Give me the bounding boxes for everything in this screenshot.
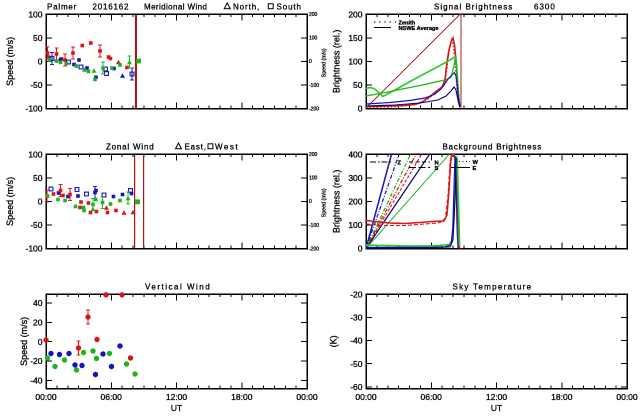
svg-text:UT: UT <box>171 403 182 413</box>
svg-text:Brightness (rel.): Brightness (rel.) <box>332 30 342 94</box>
svg-text:0: 0 <box>38 196 43 206</box>
svg-text:12:00: 12:00 <box>486 392 508 402</box>
svg-text:Background Brightness: Background Brightness <box>443 143 543 152</box>
svg-text:12:00: 12:00 <box>166 392 188 402</box>
svg-text:100: 100 <box>309 36 318 42</box>
svg-text:100: 100 <box>348 220 362 230</box>
svg-text:Z: Z <box>398 161 402 167</box>
svg-text:Zenith: Zenith <box>399 20 416 26</box>
svg-text:Sky Temperature: Sky Temperature <box>453 283 533 292</box>
svg-text:Vertical Wind: Vertical Wind <box>145 283 211 292</box>
svg-text:100: 100 <box>28 9 42 19</box>
svg-text:Meridional Wind: Meridional Wind <box>144 3 207 12</box>
svg-text:-50: -50 <box>30 220 43 230</box>
svg-text:-200: -200 <box>309 246 319 252</box>
svg-text:-30: -30 <box>350 313 363 323</box>
svg-text:00:00: 00:00 <box>355 392 377 402</box>
svg-text:200: 200 <box>348 196 362 206</box>
svg-text:N: N <box>435 161 439 167</box>
svg-text:200: 200 <box>348 9 362 19</box>
svg-text:-20: -20 <box>30 356 43 366</box>
svg-text:200: 200 <box>309 12 318 18</box>
svg-text:06:00: 06:00 <box>421 392 443 402</box>
svg-text:-100: -100 <box>309 223 319 229</box>
svg-text:00:00: 00:00 <box>616 392 638 402</box>
svg-text:200: 200 <box>309 152 318 158</box>
svg-text:00:00: 00:00 <box>296 392 318 402</box>
svg-text:20: 20 <box>33 317 43 327</box>
svg-text:00:00: 00:00 <box>35 392 57 402</box>
svg-text:Speed (m/s): Speed (m/s) <box>19 317 29 366</box>
svg-text:-50: -50 <box>350 359 363 369</box>
svg-text:06:00: 06:00 <box>101 392 123 402</box>
svg-text:6300: 6300 <box>534 3 556 12</box>
svg-text:Speed (m/s): Speed (m/s) <box>5 37 15 86</box>
svg-text:400: 400 <box>348 149 362 159</box>
svg-text:-60: -60 <box>350 382 363 392</box>
svg-text:300: 300 <box>348 173 362 183</box>
svg-text:100: 100 <box>28 149 42 159</box>
svg-text:-200: -200 <box>309 106 319 112</box>
svg-text:-40: -40 <box>350 336 363 346</box>
svg-text:-100: -100 <box>25 104 42 114</box>
svg-text:North,: North, <box>233 3 260 12</box>
svg-text:-50: -50 <box>30 80 43 90</box>
svg-text:NSWE Average: NSWE Average <box>399 26 439 32</box>
svg-text:0: 0 <box>309 199 312 205</box>
svg-text:2016162: 2016162 <box>93 3 130 12</box>
svg-text:0: 0 <box>309 59 312 65</box>
svg-text:-40: -40 <box>30 376 43 386</box>
svg-text:East,: East, <box>185 143 207 152</box>
svg-text:Palmer: Palmer <box>47 3 77 12</box>
svg-text:100: 100 <box>309 176 318 182</box>
svg-text:18:00: 18:00 <box>551 392 573 402</box>
svg-text:-20: -20 <box>350 289 363 299</box>
svg-text:Zonal Wind: Zonal Wind <box>106 143 154 152</box>
svg-text:Brightness (rel.): Brightness (rel.) <box>332 170 342 234</box>
svg-text:UT: UT <box>491 403 502 413</box>
svg-text:150: 150 <box>348 33 362 43</box>
svg-text:E: E <box>473 166 477 172</box>
svg-text:0: 0 <box>358 244 363 254</box>
svg-text:40: 40 <box>33 298 43 308</box>
svg-text:W: W <box>473 160 479 166</box>
svg-text:S: S <box>435 166 439 172</box>
svg-text:18:00: 18:00 <box>231 392 253 402</box>
svg-text:Speed (m/s): Speed (m/s) <box>5 177 15 226</box>
svg-text:South: South <box>277 3 302 12</box>
svg-text:0: 0 <box>38 337 43 347</box>
svg-text:50: 50 <box>33 173 43 183</box>
svg-text:West: West <box>215 143 239 152</box>
svg-text:-100: -100 <box>309 83 319 89</box>
svg-text:(K): (K) <box>329 335 339 347</box>
svg-text:-100: -100 <box>25 244 42 254</box>
svg-text:100: 100 <box>348 56 362 66</box>
svg-text:Speed (m/s): Speed (m/s) <box>322 48 328 77</box>
svg-text:0: 0 <box>38 56 43 66</box>
svg-text:Speed (m/s): Speed (m/s) <box>322 188 328 217</box>
svg-text:50: 50 <box>353 80 363 90</box>
svg-text:0: 0 <box>358 104 363 114</box>
svg-text:50: 50 <box>33 33 43 43</box>
svg-text:Signal Brightness: Signal Brightness <box>434 3 513 12</box>
